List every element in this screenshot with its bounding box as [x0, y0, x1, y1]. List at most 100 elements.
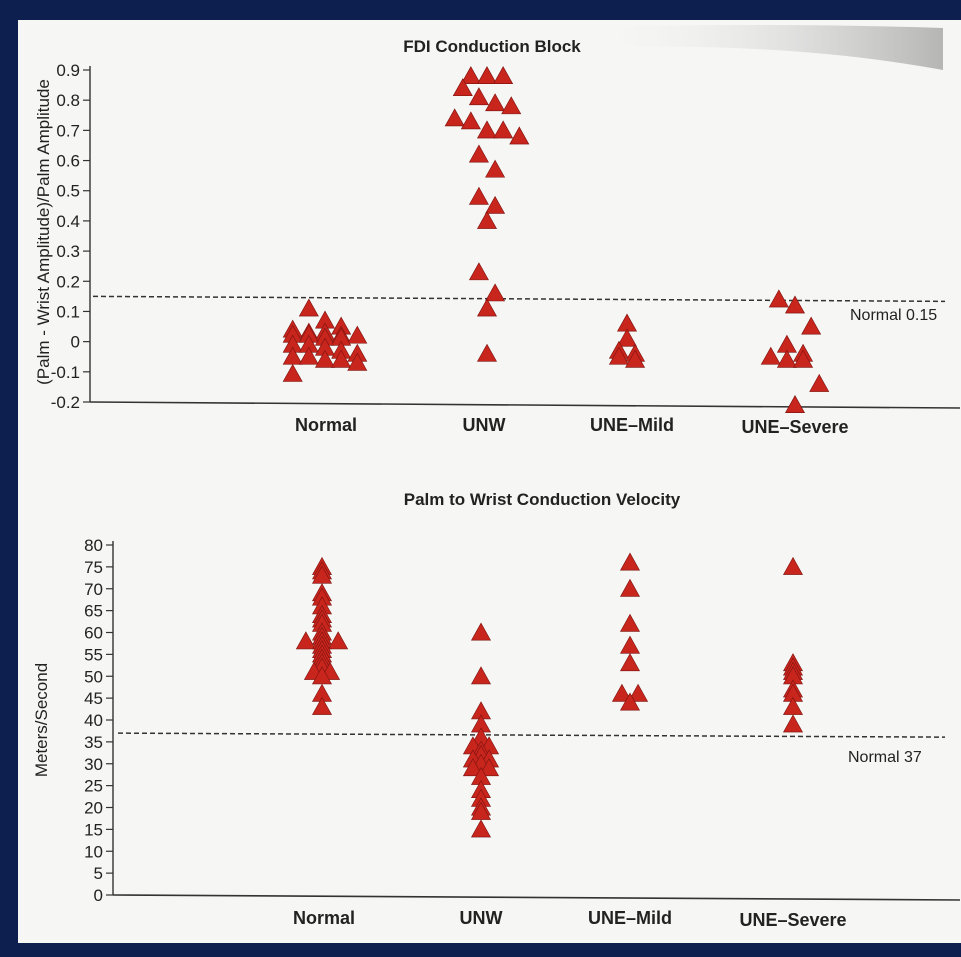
- data-point-triangle: [760, 346, 781, 365]
- y-tick-label: 0.1: [56, 302, 80, 321]
- data-point-triangle: [493, 66, 514, 84]
- reference-line: [117, 732, 946, 738]
- data-point-triangle: [784, 395, 806, 413]
- y-tick-label: 50: [84, 667, 103, 686]
- data-point-triangle: [476, 210, 498, 229]
- data-point-triangle: [331, 349, 352, 368]
- data-point-triangle: [619, 578, 641, 597]
- data-point-triangle: [493, 120, 514, 139]
- data-point-triangle: [470, 666, 492, 685]
- data-point-triangle: [485, 159, 506, 178]
- x-axis-line: [112, 894, 961, 901]
- y-tick-label: -0.2: [51, 393, 80, 412]
- data-point-triangle: [460, 66, 481, 84]
- category-label-unw: UNW: [460, 908, 503, 928]
- data-point-triangle: [314, 349, 336, 368]
- y-tick-label: 40: [84, 711, 103, 730]
- data-point-triangle: [619, 692, 641, 711]
- y-tick-label: 0.5: [56, 182, 80, 201]
- data-point-triangle: [470, 819, 492, 838]
- data-point-triangle: [328, 631, 349, 650]
- data-point-triangle: [776, 334, 797, 353]
- data-point-triangle: [476, 120, 498, 139]
- reference-line-label: Normal 37: [848, 749, 922, 766]
- y-tick-label: 75: [84, 558, 103, 577]
- data-point-triangle: [485, 195, 506, 214]
- data-point-triangle: [298, 346, 319, 365]
- reference-line-label: Normal 0.15: [850, 307, 937, 324]
- data-point-triangle: [608, 346, 629, 365]
- category-label-unw: UNW: [463, 415, 506, 435]
- y-tick-label: 20: [84, 799, 103, 818]
- data-point-triangle: [485, 93, 506, 112]
- y-tick-label: -0.1: [51, 363, 80, 382]
- y-axis-label: (Palm - Wrist Amplitude)/Palm Amplitude: [34, 79, 53, 385]
- data-point-triangle: [347, 325, 368, 344]
- data-point-triangle: [476, 66, 498, 84]
- category-label-une-mild: UNE–Mild: [590, 415, 674, 435]
- data-point-triangle: [468, 262, 489, 281]
- y-tick-label: 5: [94, 864, 103, 883]
- chart-title: FDI Conduction Block: [403, 37, 581, 56]
- y-tick-label: 65: [84, 602, 103, 621]
- data-point-triangle: [444, 108, 465, 127]
- data-point-triangle: [768, 289, 789, 308]
- data-point-triangle: [470, 622, 492, 641]
- data-point-triangle: [468, 186, 489, 205]
- y-tick-label: 30: [84, 755, 103, 774]
- y-tick-label: 70: [84, 580, 103, 599]
- data-point-triangle: [485, 283, 506, 302]
- data-point-triangle: [476, 298, 498, 317]
- chart-palm-wrist-velocity: Palm to Wrist Conduction Velocity Meters…: [32, 490, 961, 930]
- data-point-triangle: [468, 144, 489, 163]
- x-axis-line: [89, 401, 961, 409]
- y-tick-label: 25: [84, 777, 103, 796]
- y-axis-label: Meters/Second: [32, 663, 51, 777]
- y-tick-label: 80: [84, 536, 103, 555]
- data-point-triangle: [460, 111, 481, 130]
- category-label-une-mild: UNE–Mild: [588, 908, 672, 928]
- data-point-triangle: [625, 349, 646, 368]
- data-point-triangle: [784, 295, 806, 314]
- data-point-triangle: [509, 126, 530, 145]
- y-tick-label: 0.6: [56, 152, 80, 171]
- data-point-triangle: [479, 758, 500, 777]
- data-point-triangle: [616, 328, 638, 347]
- category-label-une-severe: UNE–Severe: [741, 417, 848, 437]
- data-point-triangle: [295, 631, 316, 650]
- y-tick-label: 0: [71, 333, 80, 352]
- data-point-triangle: [476, 343, 498, 362]
- page-glare: [560, 25, 943, 70]
- data-point-triangle: [311, 696, 333, 715]
- y-tick-label: 55: [84, 645, 103, 664]
- category-label-normal: Normal: [293, 908, 355, 928]
- y-tick-label: 0.4: [56, 212, 80, 231]
- y-tick-label: 0.3: [56, 242, 80, 261]
- data-point-triangle: [619, 653, 641, 672]
- data-point-triangle: [619, 635, 641, 654]
- y-tick-label: 0.9: [56, 61, 80, 80]
- data-point-triangle: [462, 758, 483, 777]
- y-tick-label: 0.7: [56, 121, 80, 140]
- y-tick-label: 45: [84, 689, 103, 708]
- data-point-triangle: [501, 96, 522, 115]
- y-tick-label: 0.2: [56, 272, 80, 291]
- data-point-triangle: [468, 87, 489, 106]
- data-point-triangle: [452, 78, 473, 97]
- data-point-triangle: [801, 316, 822, 335]
- y-tick-label: 10: [84, 842, 103, 861]
- y-tick-label: 0: [94, 886, 103, 905]
- data-point-triangle: [619, 552, 641, 571]
- data-point-triangle: [282, 363, 303, 382]
- y-tick-label: 0.8: [56, 91, 80, 110]
- chart-title: Palm to Wrist Conduction Velocity: [404, 490, 681, 509]
- data-point-triangle: [809, 373, 830, 392]
- data-point-triangle: [793, 349, 814, 368]
- data-point-triangle: [776, 349, 797, 368]
- data-point-triangle: [611, 683, 632, 702]
- data-point-triangle: [619, 613, 641, 632]
- data-point-triangle: [298, 298, 319, 317]
- category-label-normal: Normal: [295, 415, 357, 435]
- data-point-triangle: [347, 352, 368, 371]
